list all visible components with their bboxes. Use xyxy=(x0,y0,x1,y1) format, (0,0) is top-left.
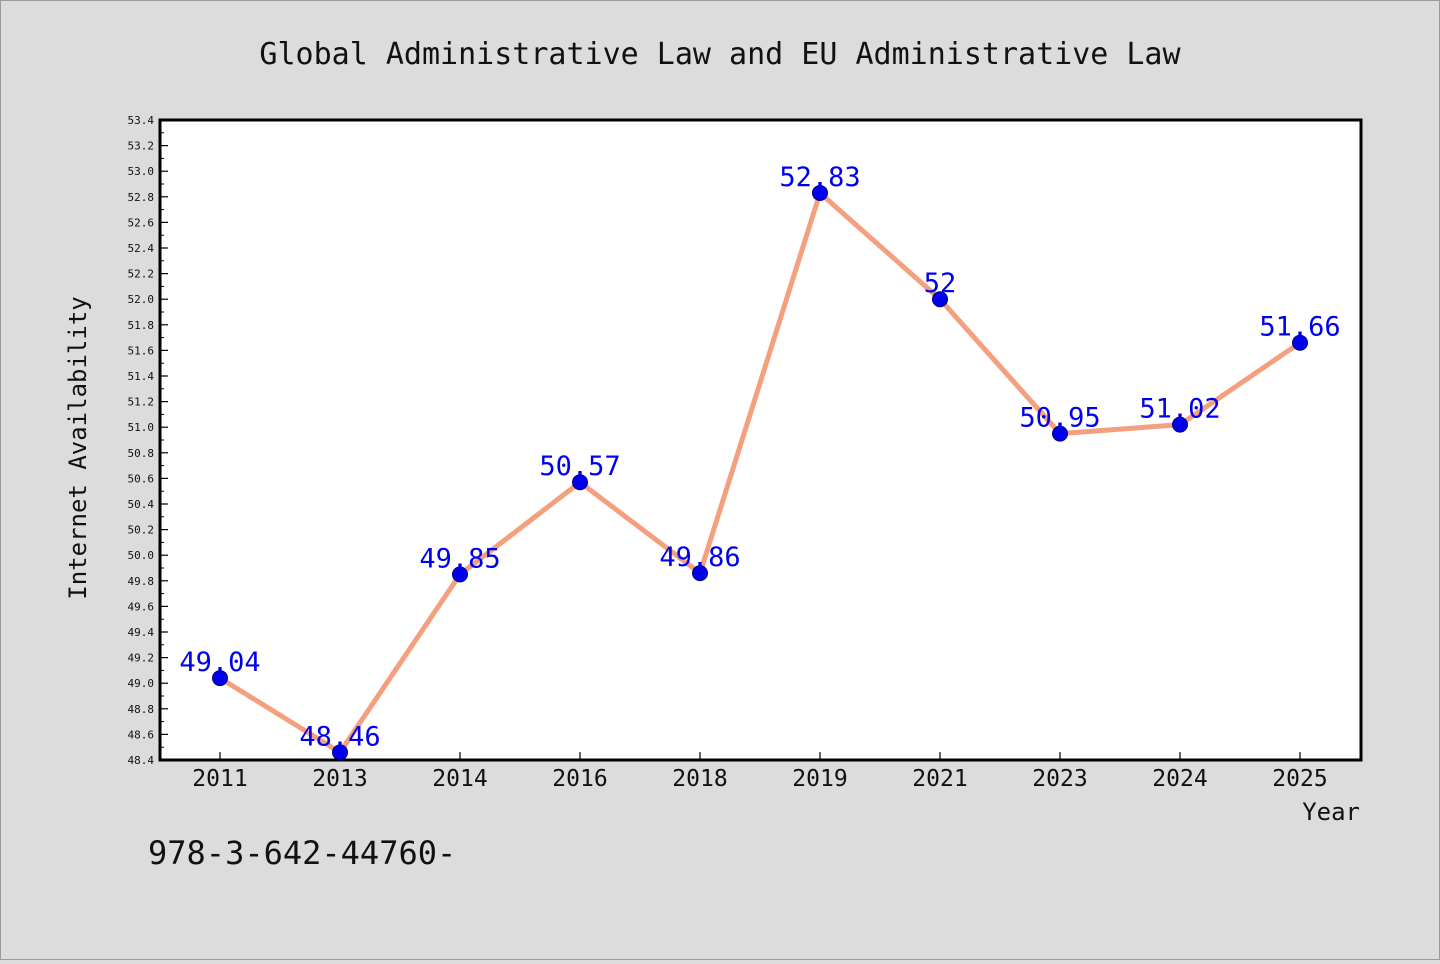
x-tick-label: 2013 xyxy=(312,766,367,792)
y-tick-label: 51.4 xyxy=(128,370,155,383)
y-tick-label: 52.2 xyxy=(128,268,155,281)
y-tick-label: 50.0 xyxy=(128,549,155,562)
series-layer: 49.04 48.46 49.85 50.57 49.86 52.83 52 50.95 51.… xyxy=(179,162,1341,761)
x-tick-label: 2018 xyxy=(672,766,727,792)
y-tick-label: 49.6 xyxy=(128,600,155,613)
data-point xyxy=(1292,334,1308,351)
data-point xyxy=(812,184,828,201)
x-tick-label: 2023 xyxy=(1032,766,1087,792)
x-tick-label: 2011 xyxy=(192,766,247,792)
y-axis: 48.4 48.6 48.8 49.0 49.2 49.4 49.6 49.8 50.0 50.2… xyxy=(128,114,168,767)
y-tick-label: 52.4 xyxy=(128,242,155,255)
y-tick-label: 51.0 xyxy=(128,421,155,434)
data-label: 52 xyxy=(924,268,957,299)
y-tick-label: 52.8 xyxy=(128,191,155,204)
footnote-text: 978-3-642-44760- xyxy=(148,834,456,872)
data-label: 52.83 xyxy=(779,162,860,193)
y-tick-label: 49.2 xyxy=(128,652,155,665)
y-tick-label: 50.2 xyxy=(128,524,155,537)
x-tick-label: 2014 xyxy=(432,766,487,792)
plot-area xyxy=(158,118,1363,762)
series-line xyxy=(218,190,1302,755)
data-label: 48.46 xyxy=(299,721,380,752)
y-tick-label: 51.8 xyxy=(128,319,155,332)
y-tick-label: 49.8 xyxy=(128,575,155,588)
data-label: 51.02 xyxy=(1139,394,1220,425)
chart-title: Global Administrative Law and EU Adminis… xyxy=(259,37,1181,72)
data-point xyxy=(452,566,468,583)
y-tick-label: 53.0 xyxy=(128,165,155,178)
y-tick-label: 48.6 xyxy=(128,728,155,741)
y-tick-label: 51.2 xyxy=(128,396,155,409)
data-point xyxy=(212,670,228,687)
x-axis-label: Year xyxy=(1302,798,1360,826)
y-tick-label: 50.4 xyxy=(128,498,155,511)
data-point xyxy=(1172,416,1188,433)
data-label: 50.57 xyxy=(539,451,620,482)
y-tick-label: 53.2 xyxy=(128,140,155,153)
y-tick-label: 49.4 xyxy=(128,626,155,639)
data-label: 51.66 xyxy=(1259,312,1340,343)
data-point xyxy=(572,474,588,491)
x-tick-label: 2024 xyxy=(1152,766,1207,792)
data-label: 49.85 xyxy=(419,543,500,574)
data-label: 49.04 xyxy=(179,647,260,678)
x-tick-label: 2016 xyxy=(552,766,607,792)
x-tick-label: 2021 xyxy=(912,766,967,792)
y-tick-label: 50.8 xyxy=(128,447,155,460)
x-tick-label: 2019 xyxy=(792,766,847,792)
data-label: 49.86 xyxy=(659,542,740,573)
data-point xyxy=(932,291,948,308)
y-tick-label: 49.0 xyxy=(128,677,155,690)
y-tick-label: 52.6 xyxy=(128,216,155,229)
y-tick-label: 48.8 xyxy=(128,703,155,716)
y-tick-label: 52.0 xyxy=(128,293,155,306)
data-point xyxy=(1052,425,1068,442)
y-axis-label: Internet Availability xyxy=(64,296,92,599)
x-tick-label: 2025 xyxy=(1272,766,1327,792)
y-tick-label: 53.4 xyxy=(128,114,155,127)
y-tick-label: 50.6 xyxy=(128,472,155,485)
x-axis: 2011 2013 2014 2016 2018 2019 2021 2023 2024 2025 xyxy=(192,752,1328,792)
y-tick-label: 48.4 xyxy=(128,754,155,767)
data-point xyxy=(332,744,348,761)
y-tick-label: 51.6 xyxy=(128,344,155,357)
data-label: 50.95 xyxy=(1019,403,1100,434)
data-point xyxy=(692,565,708,582)
